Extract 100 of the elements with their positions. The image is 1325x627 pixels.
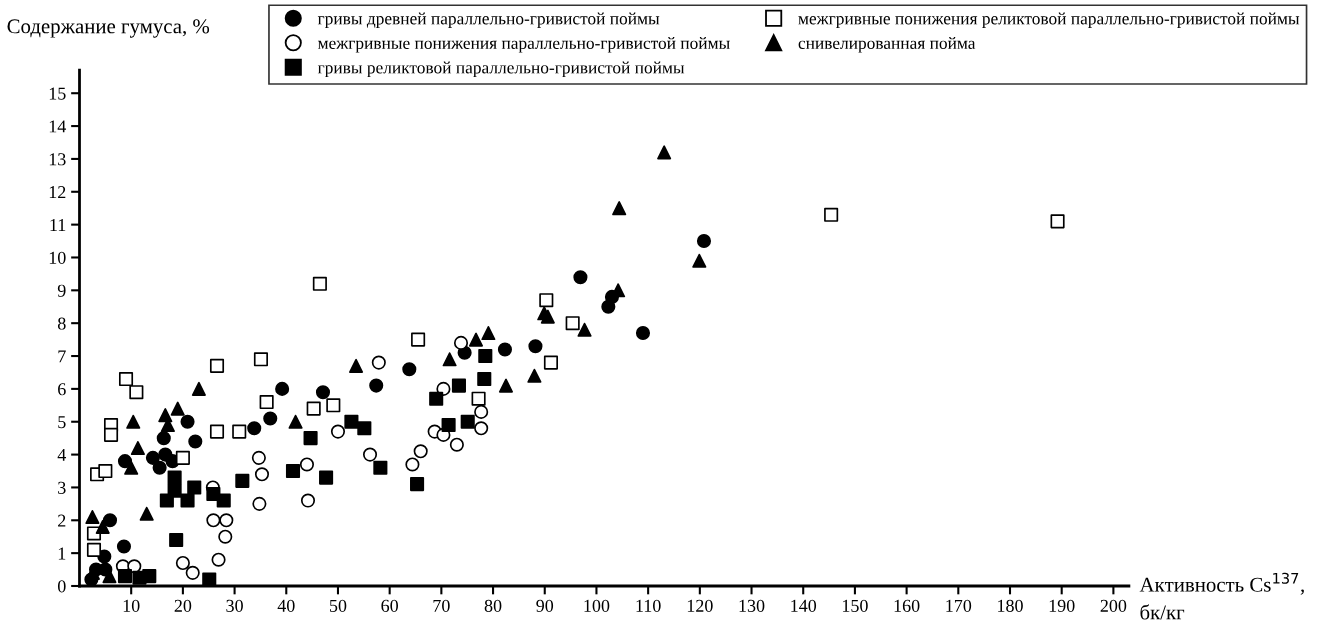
point <box>167 470 182 485</box>
x-tick-label: 160 <box>894 599 920 612</box>
point <box>306 401 321 416</box>
y-tick-label: 10 <box>49 251 66 264</box>
point <box>413 444 428 459</box>
point <box>175 450 190 465</box>
point <box>188 434 203 449</box>
point <box>206 513 221 528</box>
x-tick-label: 120 <box>687 599 713 612</box>
point <box>478 348 493 364</box>
point <box>218 529 233 544</box>
point <box>117 454 133 469</box>
point <box>453 335 469 350</box>
point <box>411 332 426 347</box>
point <box>300 493 316 508</box>
point <box>275 381 290 396</box>
point <box>102 513 118 528</box>
point <box>254 467 270 482</box>
point <box>159 493 174 508</box>
x-tick-label: 40 <box>277 599 295 612</box>
point <box>285 463 301 479</box>
point <box>156 431 171 446</box>
x-tick-label: 10 <box>123 599 140 612</box>
x-tick-label: 80 <box>484 599 502 612</box>
point <box>263 411 278 426</box>
point <box>187 480 202 495</box>
point <box>429 391 444 406</box>
point <box>471 391 486 406</box>
point <box>573 270 588 285</box>
point <box>326 398 341 413</box>
y-tick-label: 7 <box>58 350 66 363</box>
point <box>95 519 110 534</box>
point <box>232 424 247 439</box>
point <box>235 473 250 488</box>
point <box>103 427 119 442</box>
point <box>211 552 226 567</box>
y-tick-label: 15 <box>49 87 66 100</box>
point <box>497 342 512 357</box>
point <box>251 450 266 465</box>
point <box>86 542 102 557</box>
point <box>371 355 386 370</box>
point <box>180 414 195 429</box>
point <box>527 368 542 383</box>
y-tick-label: 12 <box>49 186 66 199</box>
y-tick-label: 3 <box>58 481 66 494</box>
point <box>209 424 225 439</box>
point <box>130 440 145 456</box>
point <box>612 201 627 216</box>
x-tick-label: 190 <box>1049 599 1075 612</box>
point <box>209 358 225 373</box>
point <box>477 371 492 387</box>
y-tick-label: 5 <box>58 416 66 429</box>
point <box>180 493 195 508</box>
y-tick-label: 6 <box>58 383 66 396</box>
x-tick-label: 20 <box>174 599 192 612</box>
y-tick-label: 4 <box>57 448 67 461</box>
x-tick-label: 110 <box>636 599 661 612</box>
x-tick-label: 60 <box>381 599 399 612</box>
x-tick-label: 100 <box>584 599 610 612</box>
x-tick-label: 130 <box>739 599 765 612</box>
point <box>312 276 327 291</box>
point <box>191 381 206 396</box>
point <box>117 569 133 584</box>
x-tick-label: 50 <box>329 599 347 612</box>
point <box>219 513 234 528</box>
x-tick-label: 200 <box>1100 599 1127 612</box>
point <box>635 325 651 341</box>
point <box>247 421 262 436</box>
point <box>288 414 303 429</box>
text: Активность Cs$^{137}$, бк/кг <box>1139 572 1304 620</box>
x-tick-label: 180 <box>998 599 1023 612</box>
point <box>451 378 466 393</box>
point <box>410 477 425 492</box>
x-tick-label: 30 <box>226 599 243 612</box>
point <box>565 316 580 331</box>
point <box>474 404 489 419</box>
point <box>692 253 707 268</box>
point <box>362 447 378 462</box>
point <box>253 352 268 367</box>
point <box>85 509 100 525</box>
point <box>175 555 190 571</box>
point <box>577 322 592 337</box>
point <box>169 532 184 548</box>
y-tick-label: 2 <box>58 514 66 527</box>
y-tick-label: 14 <box>49 120 67 133</box>
point <box>373 460 388 475</box>
point <box>441 417 456 433</box>
point <box>124 460 139 475</box>
x-tick-label: 140 <box>791 599 817 612</box>
x-tick-label: 90 <box>536 599 554 612</box>
point <box>330 424 346 439</box>
x-tick-label: 70 <box>433 599 450 612</box>
point <box>118 371 134 387</box>
point <box>303 431 318 446</box>
point <box>202 572 217 587</box>
point <box>449 437 464 452</box>
legend-label: межгривные понижения параллельно-гривистой поймы <box>317 36 730 53</box>
point <box>145 450 160 465</box>
legend-label: гривы древней параллельно-гривистой поймы <box>317 12 660 28</box>
point <box>129 385 144 400</box>
